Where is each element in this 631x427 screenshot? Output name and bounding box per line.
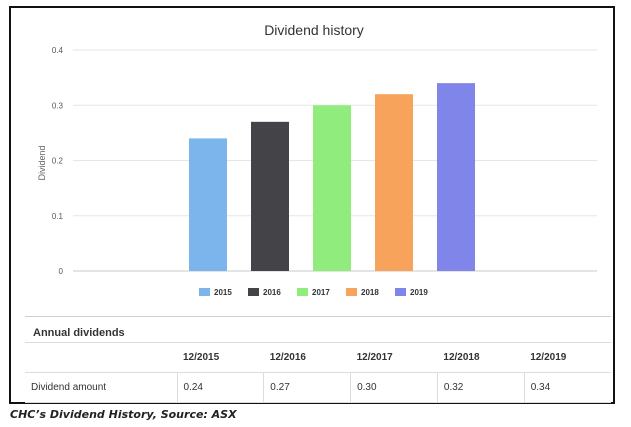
chart-title: Dividend history xyxy=(264,22,364,38)
y-tick-label: 0.2 xyxy=(52,157,64,166)
header-cell: 12/2015 xyxy=(177,342,264,373)
legend-label-2015: 2015 xyxy=(214,288,232,297)
bar-2016 xyxy=(251,121,289,271)
y-tick-label: 0.3 xyxy=(52,101,64,110)
header-cell xyxy=(25,342,177,373)
table-cell: 0.27 xyxy=(263,372,351,403)
legend-swatch-2019 xyxy=(395,288,406,296)
figure-caption: CHC’s Dividend History, Source: ASX xyxy=(10,408,237,421)
legend-label-2019: 2019 xyxy=(410,288,428,297)
header-cell: 12/2019 xyxy=(524,342,611,373)
table-row: Dividend amount 0.24 0.27 0.30 0.32 0.34 xyxy=(25,372,611,403)
header-cell: 12/2017 xyxy=(350,342,438,373)
table-cell: 0.32 xyxy=(436,372,525,403)
legend-swatch-2017 xyxy=(297,288,308,296)
table-cell: 0.30 xyxy=(350,372,438,403)
legend-label-2017: 2017 xyxy=(312,288,330,297)
legend-swatch-2015 xyxy=(199,288,210,296)
row-label: Dividend amount xyxy=(25,372,177,403)
legend-label-2018: 2018 xyxy=(361,288,379,297)
y-axis-label: Dividend xyxy=(37,145,47,180)
bar-2015 xyxy=(189,138,227,271)
y-tick-label: 0.4 xyxy=(52,46,64,55)
legend-swatch-2018 xyxy=(346,288,357,296)
legend-swatch-2016 xyxy=(248,288,259,296)
table-cell: 0.24 xyxy=(176,372,264,403)
header-cell: 12/2018 xyxy=(437,342,525,373)
bar-2017 xyxy=(313,105,351,271)
dividend-chart: Dividend history Dividend 00.10.20.30.4 … xyxy=(37,22,597,297)
annual-dividends-table: Annual dividends 12/2015 12/2016 12/2017… xyxy=(25,316,611,403)
header-cell: 12/2016 xyxy=(263,342,351,373)
bar-2019 xyxy=(437,83,475,272)
y-tick-label: 0.1 xyxy=(52,212,64,221)
y-tick-label: 0 xyxy=(59,267,64,276)
table-cell: 0.34 xyxy=(523,372,611,403)
figure-frame: Dividend history Dividend 0 0.1 0.2 0.3 0.4 … xyxy=(9,6,615,404)
bar-2018 xyxy=(375,94,413,271)
table-title: Annual dividends xyxy=(25,316,611,342)
table-header-row: 12/2015 12/2016 12/2017 12/2018 12/2019 xyxy=(25,342,611,373)
legend-label-2016: 2016 xyxy=(263,288,281,297)
